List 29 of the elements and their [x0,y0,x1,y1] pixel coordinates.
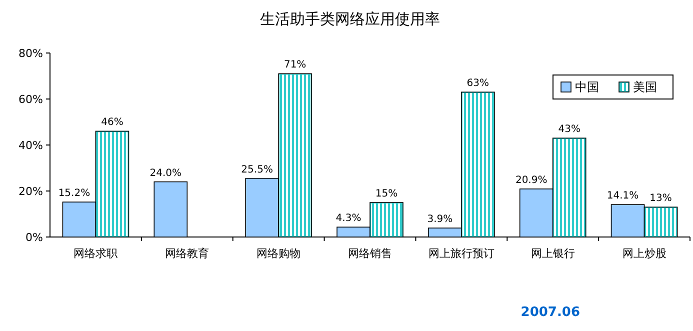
data-label: 25.5% [241,164,273,176]
x-tick-label: 网络教育 [165,247,210,260]
legend-label: 美国 [633,80,657,94]
data-label: 46% [101,117,124,128]
y-tick-label: 60% [18,93,43,106]
x-tick-label: 网上银行 [530,247,575,260]
data-label: 43% [558,124,580,136]
x-tick-label: 网上旅行预订 [428,247,494,260]
data-label: 63% [466,78,490,90]
y-tick-label: 80% [18,47,43,60]
text: 2007.06 [520,305,580,320]
data-label: 13% [650,193,672,204]
data-label: 20.9% [515,174,548,186]
data-label: 15.2% [58,188,90,200]
y-tick-label: 40% [18,139,43,152]
legend-label: 中国 [575,80,599,94]
chart-title: 生活助手类网络应用使用率 [260,10,440,28]
x-tick-label: 网上炒股 [622,247,666,260]
x-tick-label: 网络销售 [348,247,392,260]
y-tick-label: 0% [26,231,43,244]
data-label: 4.3% [336,213,362,224]
data-label: 24.0% [150,168,182,179]
data-label: 14.1% [606,190,639,202]
data-label: 3.9% [427,214,453,226]
x-tick-label: 网络求职 [74,247,118,260]
data-label: 15% [375,188,398,200]
y-tick-label: 20% [18,185,43,198]
data-label: 71% [284,60,306,71]
x-tick-label: 网络购物 [256,247,301,260]
